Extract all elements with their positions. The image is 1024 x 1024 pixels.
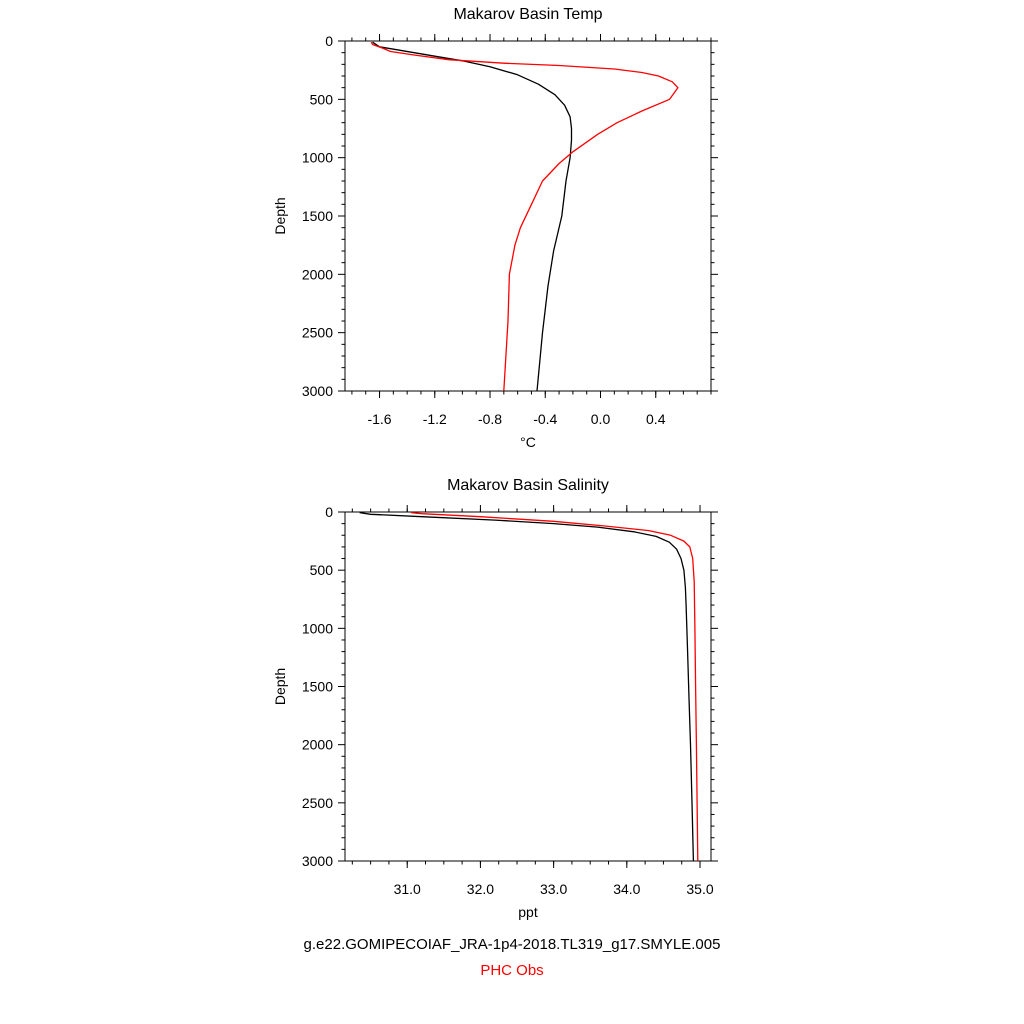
y-tick-label: 500 (310, 91, 334, 107)
y-tick-label: 1500 (302, 679, 333, 695)
chart-salinity: Makarov Basin Salinity 31.0 32.0 33.0 34.0 35… (272, 477, 718, 920)
x-tick-label: -1.6 (367, 411, 391, 427)
y-tick-label: 2000 (302, 266, 333, 282)
plot-frame (344, 511, 712, 862)
y-tick-label: 2500 (302, 325, 333, 341)
x-tick-label: -1.2 (423, 411, 447, 427)
x-tick-label: -0.8 (478, 411, 502, 427)
y-tick-label: 0 (325, 33, 333, 49)
legend-obs-label: PHC Obs (480, 962, 544, 979)
chart-temp: Makarov Basin Temp -1.6 -1.2 -0.8 -0.4 0.0 0.4… (272, 6, 718, 450)
x-axis-label: °C (520, 434, 536, 450)
y-axis-label: Depth (272, 668, 288, 705)
y-tick-label: 1000 (302, 150, 333, 166)
x-tick-label: 32.0 (467, 881, 494, 897)
chart-title: Makarov Basin Salinity (447, 477, 609, 494)
x-tick-label: 34.0 (613, 881, 640, 897)
x-axis-label: ppt (518, 904, 538, 920)
y-tick-label: 0 (325, 504, 333, 520)
x-tick-label: 0.0 (591, 411, 611, 427)
x-tick-label: -0.4 (533, 411, 557, 427)
y-tick-label: 3000 (302, 853, 333, 869)
series-line-model (359, 511, 695, 862)
y-tick-label: 1000 (302, 620, 333, 636)
y-tick-label: 2000 (302, 737, 333, 753)
series-line-obs (410, 511, 699, 862)
y-tick-label: 500 (310, 562, 334, 578)
y-axis-label: Depth (272, 197, 288, 234)
series-line-model (372, 41, 573, 392)
y-tick-label: 2500 (302, 795, 333, 811)
legend-model-label: g.e22.GOMIPECOIAF_JRA-1p4-2018.TL319_g17… (303, 936, 721, 953)
series-line-obs (370, 41, 679, 392)
chart-title: Makarov Basin Temp (453, 6, 602, 23)
y-tick-label: 1500 (302, 208, 333, 224)
x-tick-label: 0.4 (646, 411, 666, 427)
x-tick-label: 35.0 (686, 881, 713, 897)
x-tick-label: 31.0 (394, 881, 421, 897)
plot-frame (344, 40, 712, 392)
x-tick-label: 33.0 (540, 881, 567, 897)
y-tick-label: 3000 (302, 383, 333, 399)
